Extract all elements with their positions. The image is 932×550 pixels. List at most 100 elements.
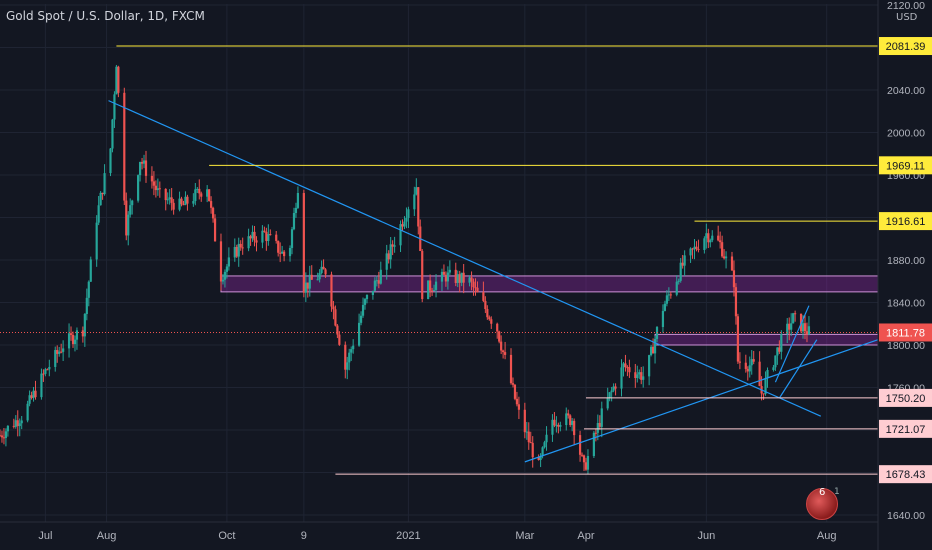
candle-body <box>711 235 714 241</box>
candle-body <box>219 241 223 282</box>
candle-body <box>166 199 169 201</box>
candle-body <box>746 368 749 372</box>
candle-body <box>81 330 84 337</box>
candle-body <box>0 435 2 437</box>
candle-body <box>569 415 572 425</box>
candle-body <box>472 281 475 288</box>
price-zone <box>654 333 879 346</box>
candle-body <box>48 366 51 370</box>
time-tick-label: Apr <box>577 530 594 542</box>
candle-body <box>352 345 355 350</box>
candle-body <box>525 431 528 433</box>
candle-body <box>719 240 722 243</box>
broker-logo[interactable]: 6 1 <box>806 487 840 520</box>
candle-body <box>582 455 586 463</box>
candle-body <box>0 435 4 438</box>
candle-body <box>776 347 779 356</box>
candle-body <box>732 270 736 288</box>
candle-body <box>346 362 349 370</box>
candle-body <box>498 331 501 342</box>
candle-body <box>551 419 554 435</box>
candle-body <box>123 92 126 201</box>
candle-body <box>724 256 728 259</box>
level-price-label: 1969.11 <box>886 160 925 172</box>
candle-body <box>283 251 286 257</box>
candle-body <box>46 369 49 371</box>
candle-body <box>553 419 556 426</box>
price-tick-label: 2120.00 <box>887 0 925 12</box>
candle-body <box>675 281 678 295</box>
time-tick-label: Oct <box>218 530 235 542</box>
candle-body <box>691 248 694 250</box>
candle-body <box>210 201 213 208</box>
candle-body <box>555 424 558 426</box>
candle-body <box>363 299 367 305</box>
price-tick-label: 1800.00 <box>887 340 925 352</box>
candle-body <box>636 374 639 379</box>
candle-body <box>559 425 562 427</box>
logo-ball-icon <box>806 488 838 520</box>
candle-body <box>235 246 238 257</box>
candle-body <box>610 390 613 393</box>
candle-body <box>456 274 459 283</box>
candle-body <box>792 313 795 324</box>
currency-label: USD <box>896 12 918 23</box>
price-tick-label: 1640.00 <box>887 510 925 522</box>
current-price-tag <box>879 323 932 342</box>
level-price-tag <box>879 419 932 438</box>
candle-body <box>115 66 118 95</box>
candle-body <box>233 246 236 258</box>
candle-body <box>253 231 256 241</box>
candle-body <box>734 287 738 317</box>
candle-body <box>738 361 741 363</box>
candle-body <box>486 309 489 318</box>
candle-body <box>97 205 100 223</box>
candle-body <box>407 209 410 218</box>
candle-body <box>12 425 15 427</box>
candle-body <box>172 202 175 210</box>
candle-body <box>316 279 319 281</box>
candle-body <box>612 386 615 391</box>
candle-body <box>592 432 595 457</box>
candle-body <box>158 188 161 190</box>
candle-body <box>239 243 242 248</box>
level-price-tag <box>879 465 932 484</box>
candle-body <box>371 290 375 295</box>
candle-body <box>225 266 228 272</box>
candle-body <box>488 317 491 320</box>
candle-body <box>320 266 323 274</box>
candle-body <box>502 350 505 353</box>
candle-body <box>440 271 444 282</box>
candle-body <box>361 304 365 316</box>
candle-body <box>206 189 209 197</box>
candle-body <box>180 198 183 205</box>
candle-body <box>620 367 623 389</box>
candle-body <box>442 271 446 275</box>
candle-body <box>650 346 653 356</box>
candle-body <box>237 243 240 257</box>
candle-body <box>154 185 157 191</box>
candle-body <box>83 314 86 337</box>
candle-body <box>689 248 692 256</box>
candle-body <box>62 348 65 352</box>
candle-body <box>296 193 300 208</box>
candle-body <box>117 66 120 93</box>
candle-body <box>16 420 19 427</box>
candle-body <box>470 277 473 282</box>
candlestick-series <box>0 64 811 475</box>
candle-body <box>786 323 789 335</box>
candle-body <box>427 280 430 300</box>
level-price-tag <box>879 388 932 407</box>
candle-body <box>6 425 9 432</box>
time-tick-label: Jul <box>38 530 52 542</box>
candle-body <box>681 262 684 266</box>
candle-body <box>129 205 132 215</box>
candle-body <box>500 341 503 351</box>
candle-body <box>290 229 294 248</box>
candle-body <box>509 354 513 384</box>
candle-body <box>417 187 420 227</box>
candle-body <box>790 323 793 330</box>
candle-body <box>774 355 777 368</box>
candle-body <box>200 193 203 197</box>
